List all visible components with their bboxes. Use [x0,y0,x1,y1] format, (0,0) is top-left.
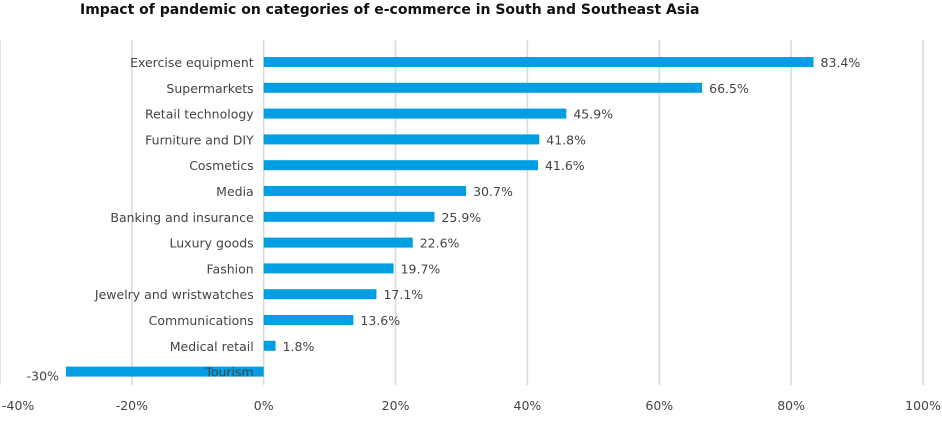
bar [263,134,540,145]
category-label: Cosmetics [189,158,254,173]
x-tick-label: 0% [254,398,274,413]
category-label: Fashion [207,261,254,276]
x-tick-label: -40% [2,398,34,413]
category-label: Medical retail [170,339,254,354]
bar [263,263,394,274]
data-label: 83.4% [821,55,861,70]
category-label: Exercise equipment [130,55,254,70]
category-label: Luxury goods [170,236,254,251]
bar [65,366,264,377]
category-label: Furniture and DIY [145,132,254,147]
chart-title: Impact of pandemic on categories of e-co… [80,2,700,18]
x-tick-label: 80% [777,398,805,413]
category-label: Communications [149,313,254,328]
category-label: Media [216,184,254,199]
bar [263,237,413,248]
data-label: 45.9% [573,107,613,122]
data-label: 17.1% [383,287,423,302]
x-tick-label: -20% [116,398,148,413]
x-tick-label: 100% [905,398,941,413]
data-label: 66.5% [709,81,749,96]
data-label: 19.7% [401,261,441,276]
data-label: 1.8% [283,339,315,354]
category-label: Tourism [204,365,253,380]
category-label: Supermarkets [166,81,253,96]
x-tick-label: 40% [514,398,542,413]
category-label: Banking and insurance [110,210,254,225]
data-label: 22.6% [420,236,460,251]
x-tick-label: 20% [382,398,410,413]
bar [263,108,567,119]
bar [263,82,703,93]
data-label: 41.6% [545,158,585,173]
bar [263,315,354,325]
category-label: Jewelry and wristwatches [94,287,254,302]
data-label: -30% [27,369,59,384]
data-label: 25.9% [441,210,481,225]
bar [263,340,276,351]
data-label: 30.7% [473,184,513,199]
bar [263,160,538,171]
data-label: 13.6% [360,313,400,328]
data-label: 41.8% [546,132,586,147]
bar [263,289,377,300]
bar [263,57,814,67]
bar [263,186,467,196]
bar [263,211,435,222]
x-tick-label: 60% [645,398,673,413]
category-label: Retail technology [145,107,254,122]
